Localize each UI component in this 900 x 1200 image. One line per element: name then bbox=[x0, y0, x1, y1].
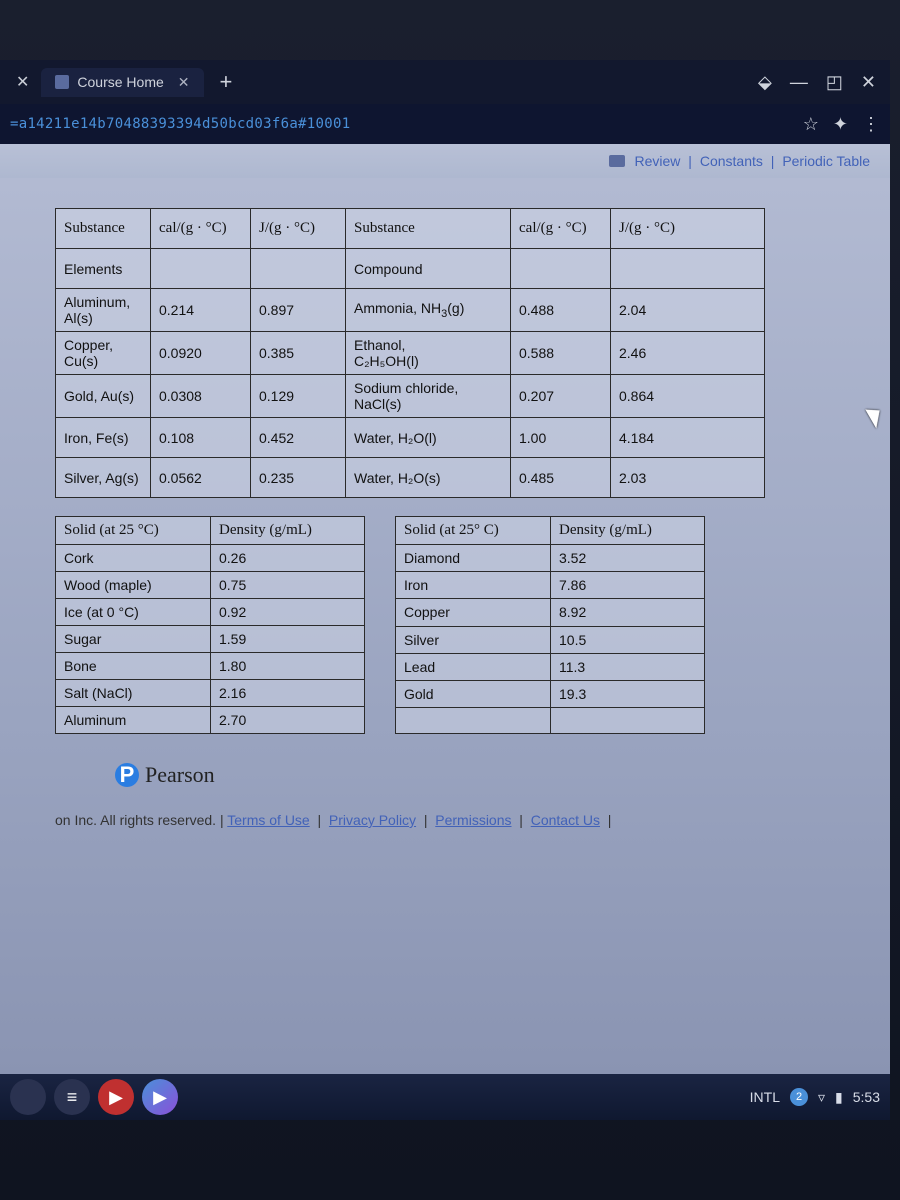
download-icon[interactable]: ⬙ bbox=[750, 72, 780, 93]
page-content: Substance cal/(g · °C) J/(g · °C) Substa… bbox=[0, 178, 890, 1080]
pearson-p-icon: P bbox=[115, 763, 139, 787]
os-taskbar: ≡ ▶ ▶ INTL 2 ▿ ▮ 5:53 bbox=[0, 1074, 890, 1120]
link-privacy[interactable]: Privacy Policy bbox=[329, 812, 416, 828]
maximize-icon[interactable]: ◰ bbox=[818, 72, 851, 93]
table-row: Salt (NaCl)2.16 bbox=[56, 680, 365, 707]
table-row: Silver10.5 bbox=[396, 626, 705, 653]
table-row: Gold19.3 bbox=[396, 680, 705, 707]
wifi-icon[interactable]: ▿ bbox=[818, 1089, 825, 1106]
table-row: Ice (at 0 °C)0.92 bbox=[56, 599, 365, 626]
col-substance2: Substance bbox=[346, 209, 511, 249]
table-row: Lead11.3 bbox=[396, 653, 705, 680]
link-permissions[interactable]: Permissions bbox=[435, 812, 511, 828]
table-row: Silver, Ag(s) 0.0562 0.235 Water, H₂O(s)… bbox=[56, 458, 765, 498]
footer-links: on Inc. All rights reserved. | Terms of … bbox=[55, 812, 890, 828]
table-row: Aluminum,Al(s) 0.214 0.897 Ammonia, NH3(… bbox=[56, 289, 765, 332]
close-tab-icon[interactable]: ✕ bbox=[178, 74, 190, 91]
app-icon-1[interactable] bbox=[10, 1079, 46, 1115]
browser-tab-bar: ✕ Course Home ✕ + ⬙ — ◰ ✕ bbox=[0, 60, 890, 104]
density-table-left: Solid (at 25 °C)Density (g/mL) Cork0.26 … bbox=[55, 516, 365, 734]
app-icon-youtube[interactable]: ▶ bbox=[98, 1079, 134, 1115]
link-constants[interactable]: Constants bbox=[700, 153, 763, 169]
link-review[interactable]: Review bbox=[635, 153, 681, 169]
col-cal: cal/(g · °C) bbox=[151, 209, 251, 249]
close-window-icon[interactable]: ✕ bbox=[853, 72, 884, 93]
tab-title: Course Home bbox=[77, 74, 163, 90]
link-periodic-table[interactable]: Periodic Table bbox=[782, 153, 870, 169]
table-row: Iron, Fe(s) 0.108 0.452 Water, H₂O(l) 1.… bbox=[56, 418, 765, 458]
app-icon-list[interactable]: ≡ bbox=[54, 1079, 90, 1115]
table-row: Cork0.26 bbox=[56, 545, 365, 572]
table-row: Wood (maple)0.75 bbox=[56, 572, 365, 599]
address-bar[interactable]: =a14211e14b70488393394d50bcd03f6a#10001 … bbox=[0, 104, 890, 144]
table-row: Iron7.86 bbox=[396, 572, 705, 599]
table-row bbox=[396, 707, 705, 733]
extension-icon[interactable]: ✦ bbox=[833, 114, 848, 135]
intl-indicator[interactable]: INTL bbox=[750, 1089, 780, 1105]
table-row: Diamond3.52 bbox=[396, 545, 705, 572]
table-row: Sugar1.59 bbox=[56, 626, 365, 653]
col-cal2: cal/(g · °C) bbox=[511, 209, 611, 249]
table-row: Gold, Au(s) 0.0308 0.129 Sodium chloride… bbox=[56, 375, 765, 418]
battery-icon[interactable]: ▮ bbox=[835, 1089, 843, 1106]
new-tab-button[interactable]: + bbox=[206, 69, 247, 95]
favicon-icon bbox=[55, 75, 69, 89]
clock[interactable]: 5:53 bbox=[853, 1089, 880, 1105]
table-row: Bone1.80 bbox=[56, 653, 365, 680]
page-toolbar: Review | Constants | Periodic Table bbox=[0, 144, 890, 178]
section-compound: Compound bbox=[346, 249, 511, 289]
url-text: =a14211e14b70488393394d50bcd03f6a#10001 bbox=[10, 116, 803, 132]
col-j: J/(g · °C) bbox=[251, 209, 346, 249]
bookmark-icon[interactable]: ☆ bbox=[803, 114, 819, 135]
section-elements: Elements bbox=[56, 249, 151, 289]
link-terms[interactable]: Terms of Use bbox=[227, 812, 309, 828]
table-row: Copper,Cu(s) 0.0920 0.385 Ethanol,C₂H₅OH… bbox=[56, 332, 765, 375]
notification-badge[interactable]: 2 bbox=[790, 1088, 808, 1106]
table-row: Copper8.92 bbox=[396, 599, 705, 626]
col-j2: J/(g · °C) bbox=[611, 209, 765, 249]
minimize-icon[interactable]: — bbox=[782, 72, 816, 93]
density-table-right: Solid (at 25° C)Density (g/mL) Diamond3.… bbox=[395, 516, 705, 734]
pearson-logo: P Pearson bbox=[115, 762, 890, 788]
close-tab-left-icon[interactable]: ✕ bbox=[6, 72, 39, 92]
link-contact[interactable]: Contact Us bbox=[531, 812, 600, 828]
specific-heat-table: Substance cal/(g · °C) J/(g · °C) Substa… bbox=[55, 208, 765, 498]
browser-tab[interactable]: Course Home ✕ bbox=[41, 68, 203, 97]
review-icon bbox=[609, 155, 625, 167]
menu-icon[interactable]: ⋮ bbox=[862, 114, 880, 135]
col-substance: Substance bbox=[56, 209, 151, 249]
table-row: Aluminum2.70 bbox=[56, 707, 365, 734]
app-icon-media[interactable]: ▶ bbox=[142, 1079, 178, 1115]
